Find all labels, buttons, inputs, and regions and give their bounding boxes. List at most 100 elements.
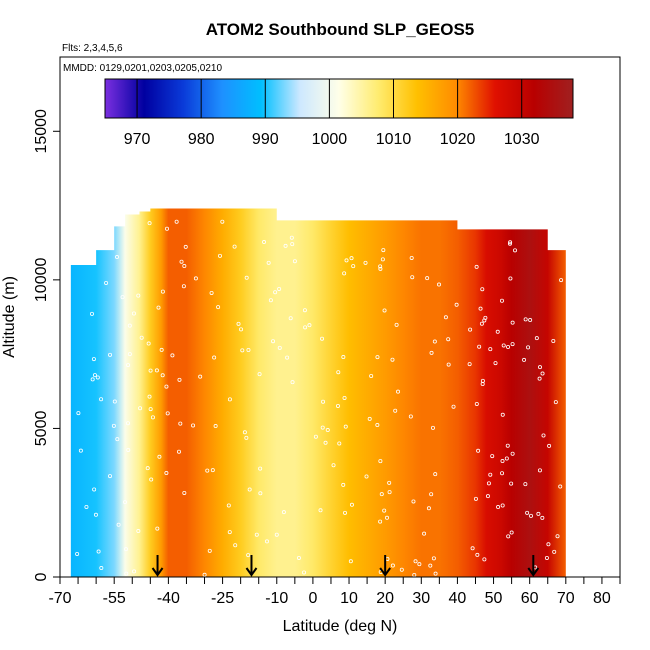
sample-point <box>76 411 81 416</box>
sample-point <box>132 569 137 574</box>
sample-point <box>159 347 164 352</box>
sample-point <box>390 563 395 568</box>
sample-point <box>335 403 340 408</box>
sample-point <box>205 468 210 473</box>
sample-point <box>547 443 552 448</box>
sample-point <box>430 425 435 430</box>
sample-point <box>209 290 214 295</box>
sample-point <box>525 510 530 515</box>
x-axis: -70 -55 -40 -25 -10 0 10 20 30 40 50 60 70 80 <box>48 577 621 607</box>
colorbar-tick-label: 1010 <box>376 131 412 148</box>
sample-point <box>375 355 380 360</box>
sample-point <box>116 522 121 527</box>
sample-point <box>242 430 247 435</box>
sample-point <box>454 302 459 307</box>
x-tick-label: 20 <box>376 590 394 607</box>
plot-frame <box>59 56 621 578</box>
sample-point <box>178 421 183 426</box>
sample-point <box>257 372 262 377</box>
sample-point <box>318 508 323 513</box>
colorbar-tick-label: 980 <box>188 131 215 148</box>
x-tick-label: 80 <box>593 590 611 607</box>
sample-point <box>429 492 434 497</box>
sample-point <box>468 327 473 332</box>
sample-point <box>508 240 513 245</box>
sample-point <box>183 244 188 249</box>
sample-point <box>432 339 437 344</box>
sample-point <box>475 552 480 557</box>
sample-point <box>244 435 249 440</box>
sample-point <box>254 532 259 537</box>
sample-point <box>382 508 387 513</box>
sample-point <box>387 480 392 485</box>
sample-point <box>387 490 392 495</box>
sample-point <box>342 510 347 515</box>
sample-point <box>150 415 155 420</box>
sample-point <box>380 257 385 262</box>
sample-point <box>508 276 513 281</box>
sample-point <box>226 503 231 508</box>
y-tick-label: 0 <box>33 572 50 581</box>
sample-point <box>509 481 514 486</box>
sample-point <box>115 255 120 260</box>
sample-point <box>160 289 165 294</box>
sample-point <box>363 260 368 265</box>
sample-point <box>264 539 269 544</box>
sample-point <box>176 449 181 454</box>
sample-point <box>399 567 404 572</box>
sample-point <box>217 253 222 258</box>
sample-point <box>409 255 414 260</box>
sample-point <box>476 448 481 453</box>
sample-point <box>147 221 152 226</box>
x-tick-label: 70 <box>557 590 575 607</box>
sample-point <box>277 286 282 291</box>
sample-point <box>288 316 293 321</box>
sample-point <box>559 278 564 283</box>
sample-point <box>155 526 160 531</box>
sample-point <box>233 543 238 548</box>
sample-point <box>369 373 374 378</box>
sample-point <box>258 466 263 471</box>
sample-point <box>341 355 346 360</box>
sample-point <box>426 506 431 511</box>
heatmap-field <box>70 208 566 577</box>
sample-point <box>470 546 475 551</box>
sample-point <box>262 240 267 245</box>
sample-point <box>488 347 493 352</box>
sample-point <box>540 515 545 520</box>
sample-point <box>92 373 97 378</box>
sample-point <box>446 362 451 367</box>
sample-point <box>239 327 244 332</box>
sample-point <box>443 315 448 320</box>
sample-point <box>382 308 387 313</box>
sample-point <box>433 571 438 576</box>
sample-point <box>302 308 307 313</box>
sample-point <box>500 503 505 508</box>
sample-point <box>246 348 251 353</box>
sample-point <box>522 357 527 362</box>
sample-point <box>321 399 326 404</box>
sample-point <box>99 566 104 571</box>
y-axis: 0 5000 10000 15000 <box>33 109 60 581</box>
sample-point <box>120 295 125 300</box>
x-tick-label: -40 <box>157 590 180 607</box>
sample-point <box>266 260 271 265</box>
sample-point <box>236 321 241 326</box>
sample-point <box>523 317 528 322</box>
sample-point <box>182 264 187 269</box>
sample-point <box>93 512 98 517</box>
location-arrow <box>151 555 164 577</box>
sample-point <box>385 515 390 520</box>
x-tick-label: 60 <box>521 590 539 607</box>
colorbar: 970 980 990 1000 1010 1020 1030 <box>104 78 574 148</box>
sample-point <box>274 532 279 537</box>
sample-point <box>437 282 442 287</box>
sample-point <box>325 428 330 433</box>
sample-point <box>546 542 551 547</box>
sample-point <box>220 219 225 224</box>
sample-point <box>160 373 165 378</box>
sample-point <box>505 443 510 448</box>
sample-point <box>145 466 150 471</box>
sample-point <box>127 323 132 328</box>
sample-point <box>394 322 399 327</box>
